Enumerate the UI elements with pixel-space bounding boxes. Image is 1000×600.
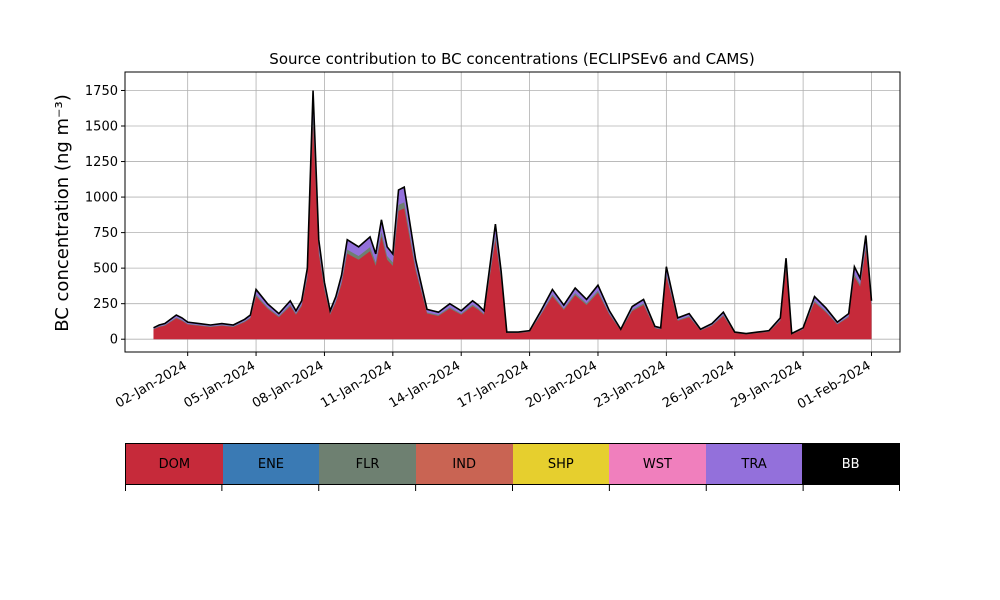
x-axis-ticks: 02-Jan-202405-Jan-202408-Jan-202411-Jan-…	[113, 352, 874, 412]
chart-title: Source contribution to BC concentrations…	[269, 50, 754, 68]
legend-tra: TRA	[705, 444, 803, 484]
legend-bb: BB	[802, 444, 899, 484]
x-tick-label: 26-Jan-2024	[660, 358, 737, 411]
y-tick-label: 0	[110, 333, 118, 348]
legend-ind: IND	[415, 444, 513, 484]
y-tick-label: 500	[93, 262, 118, 277]
x-tick-label: 01-Feb-2024	[795, 358, 874, 412]
x-tick-label: 23-Jan-2024	[592, 358, 669, 411]
x-tick-label: 29-Jan-2024	[729, 358, 806, 411]
x-tick-label: 05-Jan-2024	[181, 358, 258, 411]
y-axis-ticks: 0 250 500 750 1000 1250 1500 1750	[85, 84, 125, 348]
x-tick-label: 08-Jan-2024	[250, 358, 327, 411]
y-tick-label: 750	[93, 226, 118, 241]
legend-ticks	[125, 485, 900, 491]
area-layers	[153, 90, 872, 340]
y-tick-label: 1250	[85, 155, 118, 170]
y-tick-label: 1000	[85, 191, 118, 206]
legend-dom: DOM	[126, 444, 223, 484]
legend-colorbar: DOM ENE FLR IND SHP WST TRA BB	[125, 443, 900, 485]
total-line	[153, 90, 873, 335]
legend-ene: ENE	[222, 444, 320, 484]
y-tick-label: 1750	[85, 84, 118, 99]
legend-shp: SHP	[512, 444, 610, 484]
x-tick-label: 14-Jan-2024	[387, 358, 464, 411]
grid-lines	[125, 72, 900, 352]
x-tick-label: 17-Jan-2024	[455, 358, 532, 411]
x-tick-label: 20-Jan-2024	[523, 358, 600, 411]
plot-frame	[124, 71, 901, 353]
x-tick-label: 11-Jan-2024	[318, 358, 395, 411]
legend-wst: WST	[609, 444, 706, 484]
legend-flr: FLR	[319, 444, 416, 484]
y-tick-label: 1500	[85, 120, 118, 135]
x-tick-label: 02-Jan-2024	[113, 358, 190, 411]
y-tick-label: 250	[93, 297, 118, 312]
y-axis-label: BC concentration (ng m⁻³)	[52, 94, 73, 332]
